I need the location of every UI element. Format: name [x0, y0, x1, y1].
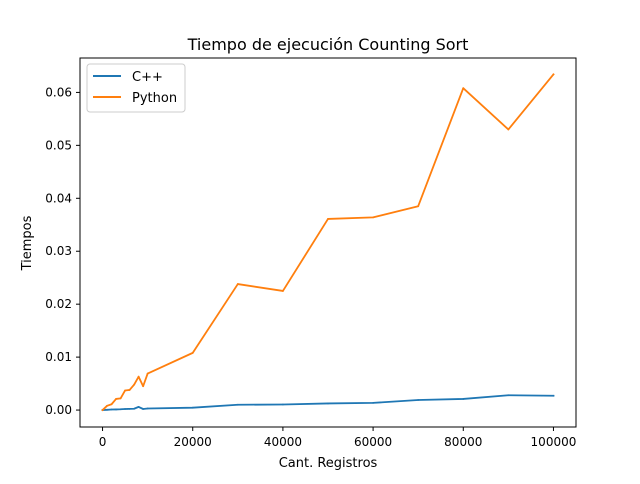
- y-tick-label: 0.00: [45, 403, 72, 417]
- data-point: [462, 87, 465, 90]
- data-point: [327, 402, 329, 405]
- plot-area: [80, 58, 576, 427]
- data-point: [101, 409, 104, 411]
- data-point: [110, 403, 113, 406]
- chart-title: Tiempo de ejecución Counting Sort: [187, 35, 469, 54]
- y-tick-label: 0.05: [45, 138, 72, 152]
- data-point: [124, 408, 126, 410]
- data-point: [128, 389, 131, 391]
- data-point: [552, 394, 555, 397]
- data-point: [106, 404, 108, 407]
- data-point: [133, 407, 136, 410]
- series-layer: [101, 73, 555, 412]
- data-point: [191, 406, 194, 409]
- y-axis-label: Tiempos: [20, 215, 35, 271]
- x-axis-ticks: 0 20000 40000 60000 80000 100000: [99, 427, 577, 449]
- data-point: [133, 383, 136, 386]
- data-point: [146, 407, 149, 410]
- data-point: [119, 408, 122, 411]
- data-point: [417, 205, 420, 208]
- data-point: [417, 399, 420, 401]
- data-point: [372, 216, 374, 219]
- x-tick-label: 60000: [354, 435, 392, 449]
- data-point: [372, 402, 374, 404]
- y-tick-label: 0.04: [45, 191, 72, 205]
- data-point: [462, 398, 465, 400]
- data-point: [236, 283, 239, 285]
- data-point: [191, 351, 194, 354]
- plot-frame: [79, 57, 577, 428]
- data-point: [142, 385, 145, 388]
- data-point: [236, 403, 239, 406]
- data-point: [327, 218, 329, 220]
- data-point: [124, 389, 126, 392]
- data-point: [110, 408, 113, 411]
- x-axis-label: Cant. Registros: [279, 456, 378, 471]
- data-point: [552, 73, 555, 76]
- legend: C++ Python: [86, 63, 186, 113]
- legend-label-python: Python: [132, 91, 177, 106]
- data-point: [507, 394, 510, 397]
- data-point: [128, 407, 131, 410]
- x-tick-label: 0: [99, 435, 107, 449]
- data-point: [282, 290, 284, 292]
- y-tick-label: 0.02: [45, 297, 72, 311]
- x-tick-label: 40000: [264, 435, 302, 449]
- data-point: [137, 405, 140, 408]
- x-tick-label: 20000: [174, 435, 212, 449]
- data-point: [106, 408, 108, 411]
- series-python: [101, 73, 555, 412]
- data-point: [115, 408, 117, 411]
- legend-label-cpp: C++: [132, 70, 163, 85]
- x-tick-label: 80000: [444, 435, 482, 449]
- y-tick-label: 0.01: [45, 350, 72, 364]
- x-tick-label: 100000: [531, 435, 577, 449]
- y-tick-label: 0.03: [45, 244, 72, 258]
- data-point: [146, 372, 149, 375]
- y-axis-ticks: 0.00 0.01 0.02 0.03 0.04 0.05 0.06: [45, 85, 80, 417]
- data-point: [282, 403, 284, 406]
- y-tick-label: 0.06: [45, 85, 72, 99]
- data-point: [507, 128, 510, 131]
- data-point: [142, 408, 145, 410]
- data-point: [115, 398, 117, 400]
- data-point: [119, 397, 122, 400]
- data-point: [137, 375, 140, 378]
